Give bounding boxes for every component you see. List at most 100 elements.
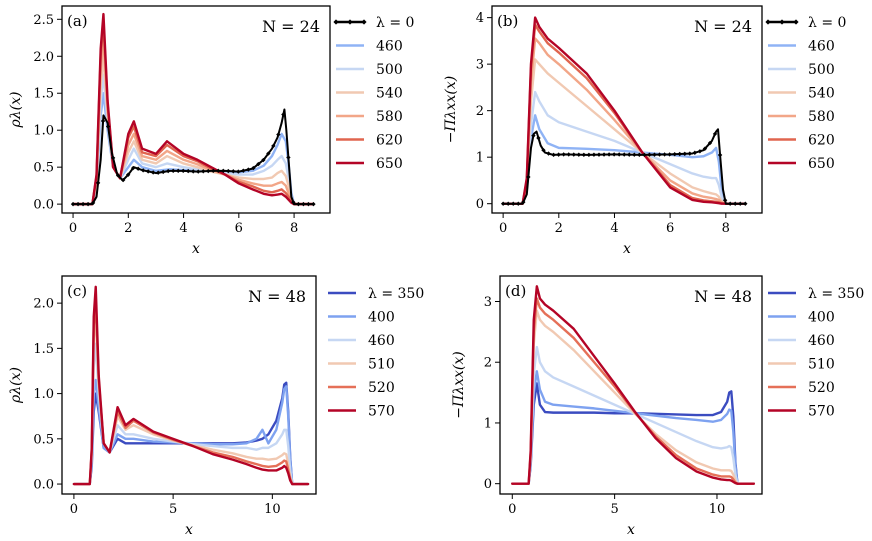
y-axis-label: −Πλxx(x)	[451, 351, 467, 418]
plot-area	[70, 12, 316, 207]
n-annotation: N = 24	[694, 17, 752, 36]
y-axis-label: −Πλxx(x)	[443, 76, 459, 143]
series-marker	[561, 152, 566, 157]
series-marker	[616, 152, 622, 157]
series-marker	[531, 133, 536, 138]
x-tick-label: 10	[264, 502, 281, 517]
legend-entry: 500	[376, 62, 403, 78]
series-marker	[196, 169, 201, 174]
series-marker	[677, 151, 682, 157]
x-tick-label: 5	[610, 502, 618, 517]
series-marker	[652, 152, 657, 157]
series-marker	[632, 152, 637, 157]
y-tick-label: 0.5	[33, 432, 54, 447]
legend: λ = 350 400 460 510 520 570	[328, 286, 424, 420]
series-marker	[125, 172, 131, 177]
series-marker	[261, 157, 266, 163]
y-tick-label: 1	[476, 151, 484, 166]
series-line-2	[72, 342, 310, 486]
series-line-5	[72, 285, 310, 486]
panel-tag: (b)	[497, 12, 518, 30]
series-marker	[733, 201, 738, 206]
y-tick-label: 1.5	[33, 342, 54, 357]
legend-marker	[793, 19, 799, 25]
x-tick-label: 5	[169, 502, 177, 517]
series-marker	[511, 201, 516, 206]
legend-entry: 580	[808, 109, 835, 125]
legend-entry: λ = 0	[376, 15, 414, 31]
y-tick-label: 0.0	[33, 478, 54, 493]
legend-entry: 400	[368, 310, 395, 326]
series-marker	[90, 200, 96, 206]
series-marker	[642, 152, 647, 158]
y-tick-label: 2.0	[33, 297, 54, 312]
x-tick-label: 8	[722, 221, 730, 236]
series-marker	[727, 201, 733, 206]
series-marker	[100, 118, 106, 124]
legend-entry: λ = 350	[808, 286, 864, 302]
series-marker	[306, 201, 311, 207]
series-marker	[115, 173, 121, 178]
series-marker	[135, 166, 141, 171]
series-marker	[712, 131, 718, 137]
legend-marker	[333, 19, 339, 25]
series-marker	[622, 152, 627, 157]
series-marker	[667, 152, 672, 157]
series-line-3	[72, 315, 310, 486]
series-line-2	[511, 345, 756, 485]
x-tick-label: 8	[290, 221, 298, 236]
series-line-1	[511, 370, 756, 485]
series-marker	[140, 168, 146, 173]
series-marker	[186, 168, 191, 174]
series-line-2	[501, 90, 747, 205]
x-tick-label: 2	[555, 221, 563, 236]
axes-frame	[499, 275, 763, 495]
legend-entry: 620	[808, 133, 835, 149]
series-marker	[155, 170, 161, 175]
series-marker	[738, 201, 743, 206]
series-marker	[165, 168, 171, 174]
series-marker	[266, 151, 271, 156]
y-tick-label: 4	[476, 11, 484, 26]
series-marker	[606, 152, 612, 157]
legend-marker	[779, 19, 785, 25]
series-line-6	[501, 16, 747, 205]
legend-entry: λ = 0	[808, 15, 846, 31]
series-marker	[311, 201, 316, 207]
legend-entry: 460	[808, 333, 835, 349]
panel-tag: (a)	[67, 12, 88, 30]
series-line-4	[511, 297, 756, 485]
y-tick-label: 2.0	[33, 50, 54, 65]
series-line-5	[511, 285, 756, 485]
series-marker	[221, 168, 226, 174]
series-marker	[281, 112, 286, 117]
series-marker	[551, 152, 556, 158]
y-tick-label: 0.0	[33, 198, 54, 213]
legend-entry: 620	[376, 133, 403, 149]
x-tick-label: 6	[666, 221, 674, 236]
series-marker	[601, 152, 607, 157]
series-marker	[586, 152, 592, 158]
legend-entry: 570	[368, 404, 395, 420]
legend-marker	[347, 19, 353, 25]
series-marker	[296, 201, 301, 207]
series-marker	[271, 143, 276, 149]
series-marker	[702, 146, 708, 151]
series-marker	[672, 151, 677, 157]
legend-entry: 570	[808, 404, 835, 420]
series-marker	[500, 201, 506, 206]
legend-entry: 650	[376, 156, 403, 172]
series-marker	[171, 168, 176, 174]
y-tick-label: 0	[476, 197, 484, 212]
series-marker	[743, 201, 748, 206]
series-marker	[241, 168, 246, 173]
legend-entry: λ = 350	[368, 286, 424, 302]
x-tick-label: 6	[235, 221, 243, 236]
series-marker	[611, 152, 617, 157]
series-marker	[256, 161, 261, 167]
series-marker	[145, 169, 151, 174]
series-marker	[697, 149, 703, 154]
